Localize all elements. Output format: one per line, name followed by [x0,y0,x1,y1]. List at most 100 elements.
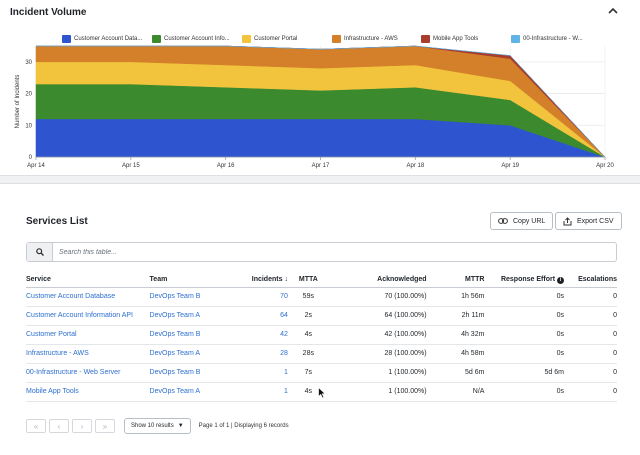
escalations-cell: 0 [563,287,617,307]
mttr-cell: 1h 56m [426,287,485,307]
legend-label: Mobile App Tools [433,36,479,42]
service-link[interactable]: Infrastructure - AWS [26,344,150,364]
col-header-mttr[interactable]: MTTR [426,273,485,288]
legend-swatch [152,35,161,43]
copy-url-button[interactable]: Copy URL [490,212,554,230]
escalations-cell: 0 [563,344,617,364]
legend-item[interactable]: Customer Portal [242,34,297,44]
mttr-cell: 4h 32m [426,325,485,345]
col-header-team[interactable]: Team [149,273,246,288]
mtta-cell: 4s [287,325,329,345]
legend-item[interactable]: Customer Account Info... [152,34,230,44]
team-link[interactable]: DevOps Team A [149,382,246,402]
escalations-cell: 0 [563,306,617,326]
copy-url-label: Copy URL [513,217,546,225]
col-header-service[interactable]: Service [26,273,150,288]
table-row: Infrastructure - AWS DevOps Team A 28 28… [26,344,617,364]
team-link[interactable]: DevOps Team B [149,325,246,345]
response-effort-cell: 5d 6m [484,363,564,383]
team-link[interactable]: DevOps Team B [149,363,246,383]
pagination: « ‹ › » Show 10 results ▼ Page 1 of 1 | … [26,418,289,434]
col-header-response-effort[interactable]: Response Effort i [484,273,564,288]
first-page-icon[interactable]: « [26,419,46,433]
search-input[interactable] [53,243,616,261]
legend-label: Customer Account Data... [74,36,143,42]
escalations-cell: 0 [563,382,617,402]
mttr-cell: 4h 58m [426,344,485,364]
service-link[interactable]: 00-Infrastructure - Web Server [26,363,150,383]
info-icon[interactable]: i [556,276,564,284]
col-header-response-effort-label: Response Effort [500,275,556,283]
response-effort-cell: 0s [484,287,564,307]
y-tick-label: 0 [29,155,33,161]
incidents-link[interactable]: 1 [245,363,288,383]
legend-swatch [242,35,251,43]
x-tick-label: Apr 18 [406,163,424,169]
legend-swatch [421,35,430,43]
acknowledged-cell: 42 (100.00%) [328,325,427,345]
y-tick-label: 20 [25,92,32,98]
caret-down-icon: ▼ [177,423,184,429]
export-csv-button[interactable]: Export CSV [555,212,622,230]
collapse-chevron-icon[interactable] [606,4,620,18]
escalations-cell: 0 [563,363,617,383]
table-row: Customer Portal DevOps Team B 42 4s 42 (… [26,325,617,345]
last-page-icon[interactable]: » [95,419,115,433]
services-table: Service Team Incidents ↓ MTTA Acknowledg… [26,273,617,402]
legend-swatch [332,35,341,43]
table-row: Mobile App Tools DevOps Team A 1 4s 1 (1… [26,382,617,402]
mouse-cursor-icon [318,387,326,399]
incidents-link[interactable]: 42 [245,325,288,345]
page-size-select[interactable]: Show 10 results ▼ [124,418,191,434]
table-search [26,242,617,262]
x-tick-label: Apr 20 [596,163,614,169]
response-effort-cell: 0s [484,306,564,326]
page-size-label: Show 10 results [131,423,174,429]
incidents-link[interactable]: 64 [245,306,288,326]
escalations-cell: 0 [563,325,617,345]
incidents-link[interactable]: 28 [245,344,288,364]
response-effort-cell: 0s [484,325,564,345]
pagination-info: Page 1 of 1 | Displaying 6 records [198,423,289,429]
link-icon [498,218,508,224]
team-link[interactable]: DevOps Team A [149,306,246,326]
incident-volume-title: Incident Volume [10,7,87,18]
search-icon [27,243,53,261]
x-tick-label: Apr 14 [27,163,45,169]
legend-item[interactable]: 00-Infrastructure - W... [511,34,583,44]
col-header-escalations[interactable]: Escalations [563,273,617,288]
col-header-acknowledged[interactable]: Acknowledged [328,273,427,288]
incidents-link[interactable]: 1 [245,382,288,402]
acknowledged-cell: 70 (100.00%) [328,287,427,307]
service-link[interactable]: Customer Account Database [26,287,150,307]
mttr-cell: 5d 6m [426,363,485,383]
service-link[interactable]: Customer Account Information API [26,306,150,326]
services-list-panel: Services List Copy URL Export CSV [0,183,640,455]
legend-label: Customer Portal [254,36,298,42]
y-axis-label: Number of Incidents [15,75,21,129]
legend-label: 00-Infrastructure - W... [523,36,583,42]
col-header-incidents[interactable]: Incidents ↓ [245,273,288,288]
prev-page-icon[interactable]: ‹ [49,419,69,433]
acknowledged-cell: 28 (100.00%) [328,344,427,364]
team-link[interactable]: DevOps Team B [149,287,246,307]
incidents-link[interactable]: 70 [245,287,288,307]
legend-swatch [511,35,520,43]
next-page-icon[interactable]: › [72,419,92,433]
y-tick-label: 10 [25,123,32,129]
acknowledged-cell: 1 (100.00%) [328,382,427,402]
service-link[interactable]: Mobile App Tools [26,382,150,402]
col-header-mtta[interactable]: MTTA [287,273,329,288]
col-header-incidents-label: Incidents [251,276,283,284]
team-link[interactable]: DevOps Team A [149,344,246,364]
acknowledged-cell: 1 (100.00%) [328,363,427,383]
chart-legend: Customer Account Data... Customer Accoun… [60,34,620,44]
service-link[interactable]: Customer Portal [26,325,150,345]
legend-item[interactable]: Mobile App Tools [421,34,478,44]
mtta-cell: 28s [287,344,329,364]
legend-item[interactable]: Infrastructure - AWS [332,34,398,44]
mtta-cell: 7s [287,363,329,383]
legend-label: Infrastructure - AWS [344,36,398,42]
sort-down-arrow-icon: ↓ [284,276,288,284]
legend-item[interactable]: Customer Account Data... [62,34,142,44]
